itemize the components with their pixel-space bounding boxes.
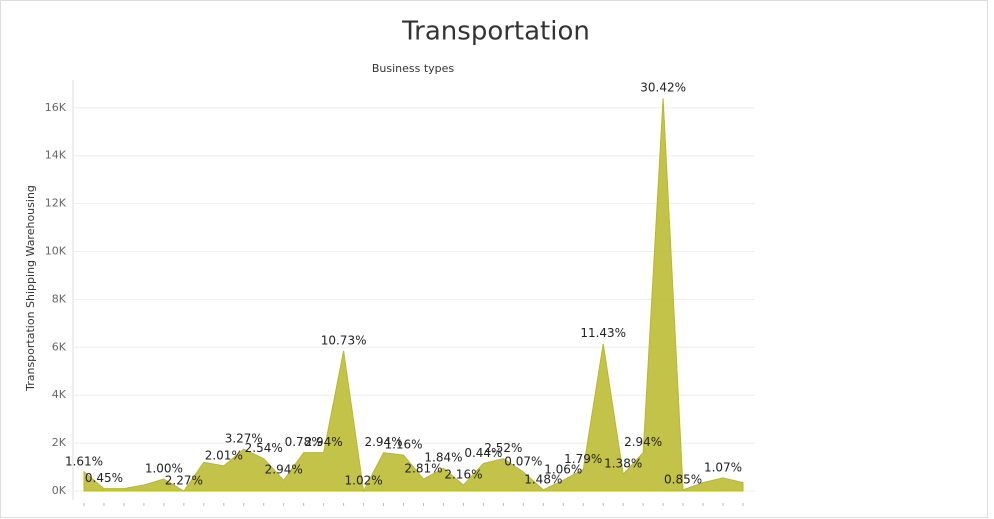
y-tick-label: 6K — [52, 340, 67, 353]
y-axis-label: Transportation Shipping Warehousing — [24, 185, 37, 392]
data-label: 3.27% — [225, 432, 263, 446]
data-label: 0.07% — [504, 454, 542, 468]
y-tick-label: 10K — [45, 245, 67, 258]
data-label: 0.85% — [664, 472, 702, 486]
data-label: 1.38% — [604, 457, 642, 471]
data-label: 2.81% — [404, 462, 442, 476]
data-label: 2.94% — [305, 435, 343, 449]
y-tick-label: 16K — [45, 101, 67, 114]
data-label: 1.61% — [65, 454, 103, 468]
chart-title: Transportation — [401, 17, 590, 47]
data-label: 1.48% — [524, 472, 562, 486]
data-label: 2.94% — [265, 463, 303, 477]
data-label: 2.01% — [205, 448, 243, 462]
data-label: 2.54% — [245, 441, 283, 455]
data-label: 0.44% — [464, 446, 502, 460]
data-label: 1.16% — [384, 438, 422, 452]
data-label: 30.42% — [640, 81, 686, 95]
data-label: 2.16% — [444, 468, 482, 482]
data-label: 1.02% — [345, 474, 383, 488]
data-label: 1.84% — [424, 451, 462, 465]
data-label: 1.06% — [544, 463, 582, 477]
data-label: 11.43% — [580, 326, 626, 340]
y-tick-label: 8K — [52, 292, 67, 305]
data-label: 10.73% — [321, 333, 367, 347]
data-label: 2.27% — [165, 474, 203, 488]
area — [83, 98, 744, 493]
y-tick-label: 2K — [52, 436, 67, 449]
y-tick-label: 0K — [52, 484, 67, 497]
data-label: 0.78% — [285, 435, 323, 449]
y-tick-label: 12K — [45, 197, 67, 210]
data-label: 2.94% — [624, 435, 662, 449]
y-tick-label: 14K — [45, 149, 67, 162]
data-label: 0.45% — [85, 471, 123, 485]
data-label: 1.79% — [564, 452, 602, 466]
data-label: 2.94% — [364, 435, 402, 449]
y-tick-label: 4K — [52, 388, 67, 401]
data-label: 1.07% — [704, 460, 742, 474]
data-label: 1.00% — [145, 462, 183, 476]
data-label: 2.52% — [484, 441, 522, 455]
subtitle: Business types — [372, 62, 455, 75]
